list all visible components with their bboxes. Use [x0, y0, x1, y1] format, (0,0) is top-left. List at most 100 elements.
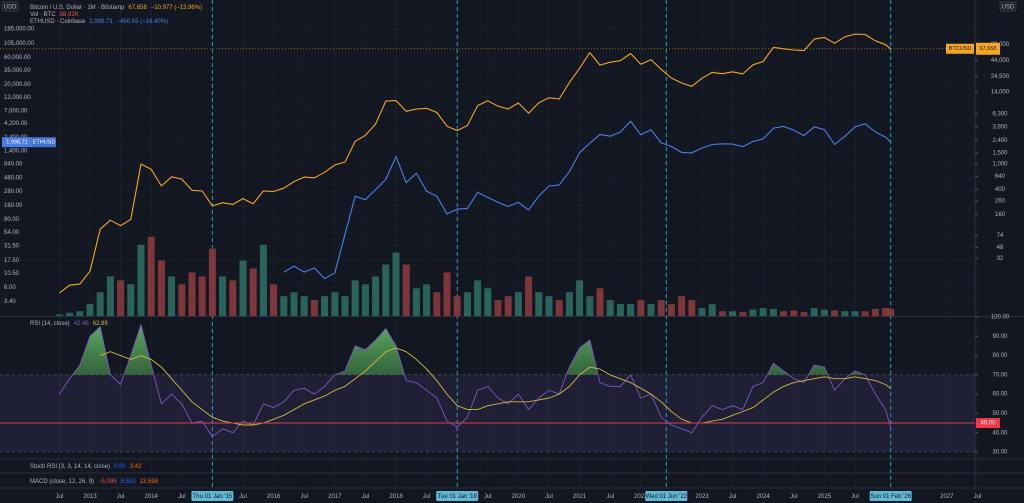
volume-bar [555, 300, 563, 316]
volume-bar [372, 276, 380, 316]
y2-tick-label: 74 [997, 233, 1004, 239]
volume-bar [106, 276, 114, 316]
x-tick-label: 2016 [267, 494, 281, 500]
x-tick-label: 2018 [389, 494, 403, 500]
currency-button[interactable] [1, 1, 19, 12]
volume-bar [198, 276, 206, 316]
y2-tick-label: 400 [995, 187, 1006, 193]
volume-bar [494, 300, 502, 316]
currency-button-right[interactable] [999, 1, 1017, 12]
volume-bar [831, 310, 839, 316]
currency-label[interactable]: USD [4, 4, 17, 10]
rsi-tick-label: 90.00 [992, 334, 1008, 340]
y2-tick-label: 80,000 [991, 42, 1010, 48]
volume-bar [290, 292, 298, 316]
x-tick-label: Jul [362, 494, 370, 500]
y2-tick-label: 24,500 [991, 74, 1010, 80]
volume-bar [412, 288, 420, 316]
volume-bar [76, 311, 84, 316]
crosshair-date-box [645, 491, 688, 501]
crosshair-date-box [436, 491, 479, 501]
rsi-tick-label: 30.00 [992, 450, 1008, 456]
x-tick-label: 2024 [757, 494, 771, 500]
y-tick-label: 54.00 [4, 230, 20, 236]
volume-bar [463, 292, 471, 316]
rsi-overbought-fill [59, 324, 891, 375]
x-tick-label: Jul [178, 494, 186, 500]
currency-label-right[interactable]: USD [1002, 4, 1015, 10]
price-line [283, 120, 892, 280]
y-tick-label: 60,000.00 [4, 55, 31, 61]
y-tick-label: 185,000.00 [4, 27, 35, 33]
legend-part: −450.65 (−18.40%) [117, 19, 168, 25]
y2-tick-label: 48 [997, 245, 1004, 251]
x-tick-label: Jul [300, 494, 308, 500]
btc-tag-value: 67,658 [980, 46, 997, 52]
volume-bar [259, 244, 267, 316]
volume-bar [351, 280, 359, 316]
volume-bar [780, 311, 788, 316]
x-tick-label: 2013 [83, 494, 97, 500]
volume-bar [729, 311, 737, 316]
rsi-tick-label: 70.00 [992, 372, 1008, 378]
legend-part: −5,095 [98, 479, 117, 485]
y2-tick-label: 44,000 [991, 58, 1010, 64]
x-tick-label: Jul [729, 494, 737, 500]
volume-bar [137, 244, 145, 316]
y2-tick-label: 260 [995, 199, 1006, 205]
legend-part: MACD (close, 12, 26, 9) [30, 479, 94, 485]
volume-bar [229, 280, 237, 316]
y2-tick-label: 32 [997, 256, 1004, 262]
legend-part: Stoch RSI (3, 3, 14, 14, close) [30, 464, 110, 470]
volume-bar [423, 284, 431, 316]
y-tick-label: 4,200.00 [4, 121, 28, 127]
rsi-band [0, 374, 975, 452]
legend-part: 3.42 [130, 464, 142, 470]
y-tick-label: 840.00 [4, 161, 23, 167]
volume-bar [667, 304, 675, 316]
crosshair-date-box [869, 491, 912, 501]
volume-bar [810, 308, 818, 316]
volume-bar [147, 236, 155, 316]
volume-bar [280, 296, 288, 316]
volume-bar [321, 296, 329, 316]
volume-bar [86, 304, 94, 316]
volume-bar [178, 284, 186, 316]
x-tick-label: Jul [117, 494, 125, 500]
legend-part: 1,998.71 [89, 19, 113, 25]
y2-tick-label: 14,000 [991, 89, 1010, 95]
x-tick-label: Jul [56, 494, 64, 500]
volume-bar [514, 292, 522, 316]
volume-bar [96, 292, 104, 316]
volume-bar [535, 292, 543, 316]
volume-bar [382, 264, 390, 316]
x-tick-label: 2017 [328, 494, 342, 500]
y-tick-label: 31.50 [4, 243, 20, 249]
volume-bar [249, 268, 257, 316]
volume-bar [861, 311, 869, 316]
volume-bar [708, 304, 716, 316]
volume-bar [443, 272, 451, 316]
y-tick-label: 1,400.00 [4, 149, 28, 155]
y2-tick-label: 1,500 [992, 151, 1008, 157]
volume-bar [718, 311, 726, 316]
x-tick-label: Jul [790, 494, 798, 500]
volume-bar [525, 276, 533, 316]
volume-bar [392, 252, 400, 316]
volume-bar [841, 311, 849, 316]
eth-legend: ETHUSD · Coinbase 1,998.71 −450.65 (−18.40… [30, 19, 168, 25]
btc-legend: Bitcoin / U.S. Dollar · 1M · Bitstamp 67,… [30, 5, 202, 11]
volume-bar [453, 296, 461, 316]
legend-part: 67,658 [128, 5, 147, 11]
volume-bar [698, 308, 706, 316]
volume-bar [188, 272, 196, 316]
volume-bar [871, 308, 879, 316]
y-tick-label: 480.00 [4, 175, 23, 181]
legend-part: Bitcoin / U.S. Dollar · 1M · Bitstamp [30, 5, 125, 11]
x-tick-label: 2022 [634, 494, 648, 500]
x-tick-label: Jul [606, 494, 614, 500]
volume-bar [616, 304, 624, 316]
x-tick-label: 2023 [695, 494, 709, 500]
